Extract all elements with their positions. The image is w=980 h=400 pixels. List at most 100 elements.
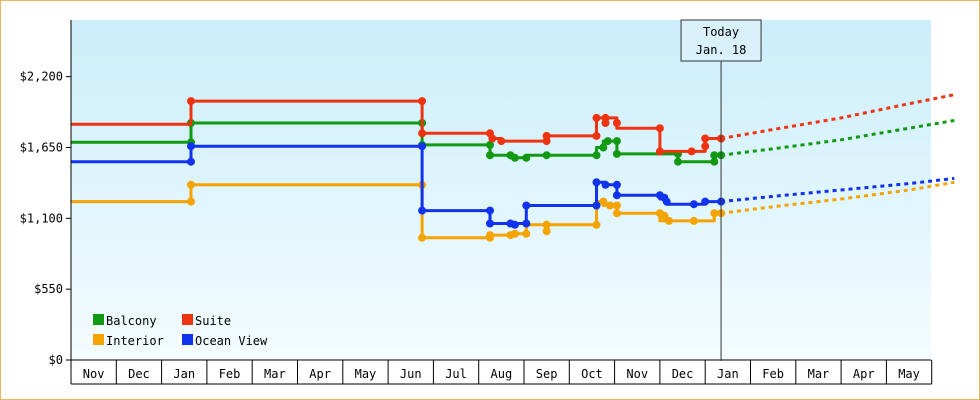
legend-label: Interior [106, 334, 164, 348]
data-point[interactable] [612, 137, 621, 146]
data-point[interactable] [522, 201, 531, 210]
legend-swatch [93, 334, 104, 345]
data-point[interactable] [592, 151, 601, 160]
data-point[interactable] [418, 97, 427, 106]
legend-swatch [93, 314, 104, 325]
today-date: Jan. 18 [696, 43, 747, 57]
data-point[interactable] [601, 180, 610, 189]
data-point[interactable] [187, 180, 195, 189]
data-point[interactable] [612, 191, 621, 200]
data-point[interactable] [542, 220, 551, 229]
data-point[interactable] [187, 157, 195, 166]
data-point[interactable] [655, 147, 664, 156]
data-point[interactable] [542, 227, 551, 236]
data-point[interactable] [592, 131, 601, 140]
data-point[interactable] [488, 134, 497, 143]
series-interior [71, 180, 955, 242]
data-point[interactable] [418, 129, 427, 138]
data-point[interactable] [592, 178, 601, 187]
y-tick-label: $550 [34, 282, 63, 296]
data-point[interactable] [674, 157, 682, 166]
y-tick-label: $2,200 [20, 70, 63, 84]
data-point[interactable] [486, 231, 494, 240]
data-point[interactable] [660, 211, 669, 220]
data-point[interactable] [418, 206, 427, 215]
x-tick-label: May [898, 367, 920, 381]
data-point[interactable] [662, 197, 671, 206]
x-tick-label: Jan [173, 367, 195, 381]
data-point[interactable] [701, 134, 710, 143]
data-point[interactable] [612, 201, 621, 210]
data-point[interactable] [612, 149, 621, 158]
data-point[interactable] [510, 229, 519, 238]
data-point[interactable] [592, 201, 601, 210]
x-tick-label: Nov [83, 367, 105, 381]
today-label: Today [703, 25, 739, 39]
data-point[interactable] [710, 151, 719, 160]
data-point[interactable] [486, 140, 494, 149]
legend-swatch [182, 334, 193, 345]
x-tick-label: Apr [309, 367, 331, 381]
data-point[interactable] [187, 197, 195, 206]
data-point[interactable] [486, 219, 494, 228]
data-point[interactable] [497, 137, 506, 146]
y-tick-label: $1,100 [20, 211, 63, 225]
x-tick-label: Dec [672, 367, 694, 381]
data-point[interactable] [418, 233, 427, 242]
data-point[interactable] [592, 220, 601, 229]
data-point[interactable] [612, 119, 621, 127]
data-point[interactable] [522, 219, 531, 228]
x-tick-label: May [355, 367, 377, 381]
series-suite [71, 93, 955, 156]
x-tick-label: Dec [128, 367, 150, 381]
x-tick-label: Mar [808, 367, 830, 381]
data-point[interactable] [510, 153, 519, 162]
data-point[interactable] [522, 229, 531, 238]
data-point[interactable] [592, 113, 601, 122]
data-point[interactable] [687, 147, 696, 156]
data-point[interactable] [187, 97, 195, 106]
legend-label: Ocean View [195, 334, 268, 348]
data-point[interactable] [187, 142, 195, 151]
data-point[interactable] [612, 180, 621, 189]
x-tick-label: Jan [717, 367, 739, 381]
data-point[interactable] [701, 197, 710, 206]
x-tick-label: Apr [853, 367, 875, 381]
data-point[interactable] [710, 209, 719, 218]
data-point[interactable] [542, 151, 551, 160]
data-point[interactable] [701, 142, 710, 151]
data-point[interactable] [599, 143, 608, 152]
today-box [680, 19, 762, 62]
x-tick-label: Sep [536, 367, 558, 381]
axis-layer: $0 $550 $1,100 $1,650 $2,200 Nov Dec Jan Feb Mar A… [20, 20, 933, 385]
forecast-line [720, 119, 955, 157]
y-tick-label: $1,650 [20, 141, 63, 155]
x-tick-label: Oct [581, 367, 603, 381]
data-point[interactable] [522, 153, 531, 162]
data-point[interactable] [601, 119, 610, 127]
data-point[interactable] [486, 206, 494, 215]
x-tick-label: Mar [264, 367, 286, 381]
legend-label: Suite [195, 314, 231, 328]
legend-label: Balcony [106, 314, 157, 328]
data-point[interactable] [599, 197, 608, 206]
data-point[interactable] [510, 220, 519, 229]
x-tick-label: Jun [400, 367, 422, 381]
series-ocean-view [71, 142, 955, 229]
legend: Balcony Suite Interior Ocean View [93, 314, 268, 348]
data-point[interactable] [689, 216, 698, 225]
data-point[interactable] [542, 131, 551, 140]
data-point[interactable] [612, 209, 621, 218]
data-point[interactable] [486, 151, 494, 160]
data-point[interactable] [710, 157, 719, 166]
x-tick-label: Aug [491, 367, 513, 381]
forecast-line [720, 93, 955, 140]
x-tick-label: Feb [219, 367, 241, 381]
data-point[interactable] [418, 142, 427, 151]
data-point[interactable] [689, 200, 698, 209]
data-point[interactable] [655, 124, 664, 133]
data-point[interactable] [606, 201, 615, 210]
data-point[interactable] [603, 137, 612, 146]
data-point[interactable] [665, 216, 673, 225]
